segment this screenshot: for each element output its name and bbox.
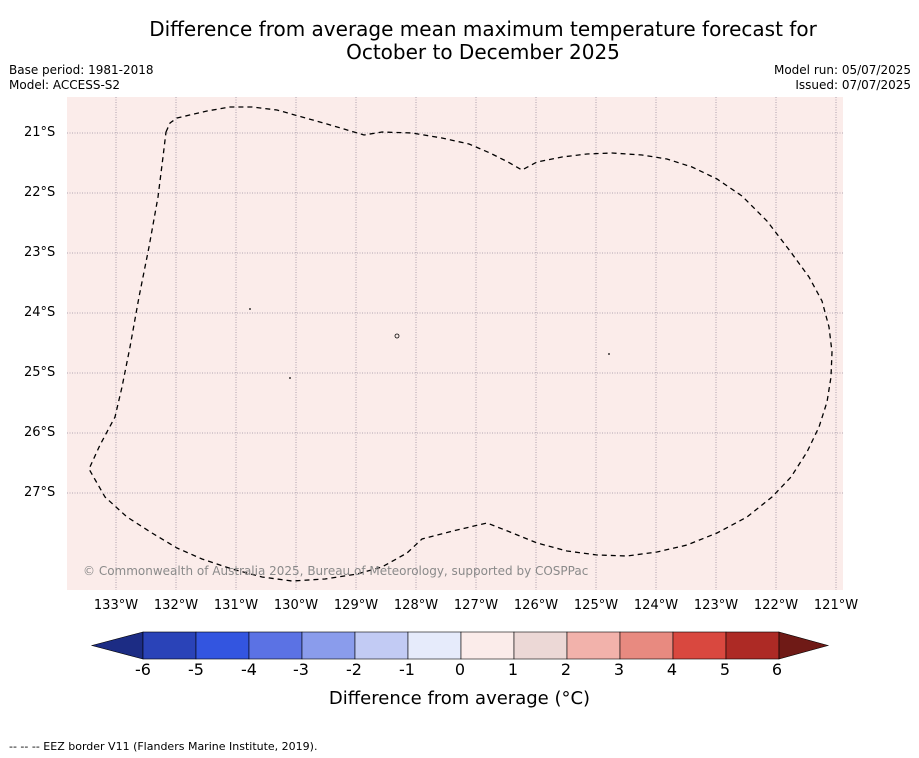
map-svg xyxy=(67,97,843,590)
colorbar-segment xyxy=(460,631,515,660)
lat-label-25: 25°S xyxy=(24,365,56,380)
eez-border xyxy=(88,106,833,582)
model-run: Model run: 05/07/2025 xyxy=(773,63,911,77)
lat-label-24: 24°S xyxy=(24,305,56,320)
title-line-1: Difference from average mean maximum tem… xyxy=(149,17,817,41)
gridlines xyxy=(67,97,843,590)
lon-label-130: 130°W xyxy=(273,598,319,613)
model-name: Model: ACCESS-S2 xyxy=(9,78,121,92)
meta-left: Base period: 1981-2018 Model: ACCESS-S2 xyxy=(9,63,154,93)
eez-legend-note: -- -- -- EEZ border V11 (Flanders Marine… xyxy=(9,740,318,753)
colorbar-segment xyxy=(566,631,621,660)
map-panel: © Commonwealth of Australia 2025, Bureau… xyxy=(67,97,843,590)
lat-label-23: 23°S xyxy=(24,245,56,260)
lon-label-127: 127°W xyxy=(453,598,499,613)
colorbar-segment xyxy=(672,631,727,660)
lon-label-128: 128°W xyxy=(393,598,439,613)
colorbar-segment xyxy=(725,631,780,660)
colorbar-segment xyxy=(619,631,674,660)
island-3 xyxy=(289,377,291,379)
colorbar-arrow-high xyxy=(778,631,830,660)
lon-label-121: 121°W xyxy=(813,598,859,613)
colorbar-tick-0: 0 xyxy=(454,660,466,679)
lon-label-125: 125°W xyxy=(573,598,619,613)
title-line-2: October to December 2025 xyxy=(346,40,620,64)
colorbar-segment xyxy=(248,631,303,660)
meta-right: Model run: 05/07/2025 Issued: 07/07/2025 xyxy=(774,63,911,93)
lat-label-27: 27°S xyxy=(24,485,56,500)
colorbar-title: Difference from average (°C) xyxy=(328,688,591,709)
colorbar xyxy=(90,631,830,660)
lon-label-126: 126°W xyxy=(513,598,559,613)
lon-label-131: 131°W xyxy=(213,598,259,613)
base-period: Base period: 1981-2018 xyxy=(9,63,154,77)
colorbar-arrow-low xyxy=(90,631,144,660)
colorbar-tick--5: -5 xyxy=(188,660,204,679)
colorbar-tick--1: -1 xyxy=(399,660,415,679)
colorbar-segment xyxy=(142,631,197,660)
colorbar-tick-4: 4 xyxy=(666,660,678,679)
colorbar-segment xyxy=(407,631,462,660)
lon-label-133: 133°W xyxy=(93,598,139,613)
copyright-notice: © Commonwealth of Australia 2025, Bureau… xyxy=(83,564,589,578)
lat-label-22: 22°S xyxy=(24,185,56,200)
lat-label-26: 26°S xyxy=(24,425,56,440)
issued-date: Issued: 07/07/2025 xyxy=(795,78,911,92)
island-4 xyxy=(608,353,610,355)
colorbar-tick--2: -2 xyxy=(346,660,362,679)
colorbar-tick--4: -4 xyxy=(241,660,257,679)
lon-label-124: 124°W xyxy=(633,598,679,613)
colorbar-tick-1: 1 xyxy=(507,660,519,679)
colorbar-segment xyxy=(195,631,250,660)
colorbar-segment xyxy=(513,631,568,660)
chart-title: Difference from average mean maximum tem… xyxy=(0,18,919,64)
colorbar-tick-5: 5 xyxy=(719,660,731,679)
colorbar-segment xyxy=(301,631,356,660)
lat-label-21: 21°S xyxy=(24,125,56,140)
lon-label-122: 122°W xyxy=(753,598,799,613)
colorbar-tick-3: 3 xyxy=(613,660,625,679)
colorbar-tick-6: 6 xyxy=(771,660,783,679)
island-1 xyxy=(249,308,251,310)
island-2 xyxy=(394,333,400,339)
colorbar-tick--3: -3 xyxy=(293,660,309,679)
colorbar-tick-2: 2 xyxy=(560,660,572,679)
lon-label-129: 129°W xyxy=(333,598,379,613)
lon-label-123: 123°W xyxy=(693,598,739,613)
colorbar-segment xyxy=(354,631,409,660)
colorbar-tick--6: -6 xyxy=(135,660,151,679)
lon-label-132: 132°W xyxy=(153,598,199,613)
